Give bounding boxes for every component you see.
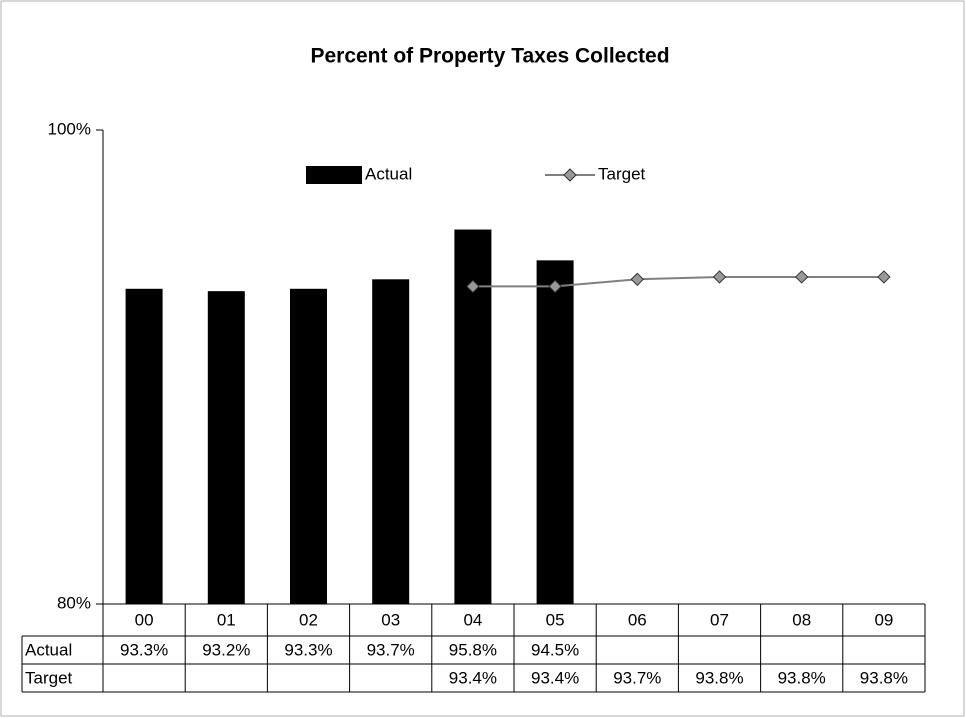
bar [207, 291, 245, 604]
x-tick-label: 09 [874, 610, 893, 629]
x-tick-label: 04 [463, 610, 482, 629]
table-value: 93.8% [778, 668, 826, 687]
table-value: 93.7% [367, 640, 415, 659]
x-tick-label: 05 [546, 610, 565, 629]
table-value: 95.8% [449, 640, 497, 659]
table-value: 93.4% [531, 668, 579, 687]
table-value: 93.3% [120, 640, 168, 659]
chart-title: Percent of Property Taxes Collected [310, 45, 669, 68]
bar [372, 279, 410, 604]
x-tick-label: 08 [792, 610, 811, 629]
x-tick-label: 00 [135, 610, 154, 629]
table-row-label: Target [25, 668, 73, 687]
legend-label: Actual [365, 164, 412, 183]
legend-swatch [563, 168, 577, 182]
line-marker [630, 272, 645, 287]
table-value: 93.2% [202, 640, 250, 659]
x-tick-label: 07 [710, 610, 729, 629]
table-value: 94.5% [531, 640, 579, 659]
line-marker [466, 279, 480, 294]
table-value: 93.8% [695, 668, 743, 687]
x-tick-label: 06 [628, 610, 647, 629]
line-marker [877, 270, 891, 284]
line [472, 275, 884, 288]
bar [290, 288, 327, 604]
table-value: 93.8% [860, 668, 908, 687]
legend-swatch [306, 166, 362, 184]
line-marker [794, 270, 809, 284]
x-tick-label: 01 [217, 610, 236, 629]
table-row-label: Actual [25, 640, 72, 659]
table-value: 93.3% [284, 640, 332, 659]
legend-label: Target [598, 164, 646, 183]
line-marker [712, 270, 727, 284]
x-tick-label: 03 [381, 610, 400, 629]
bar [125, 288, 163, 604]
bar [536, 260, 574, 604]
line-marker [548, 279, 562, 294]
table-value: 93.7% [613, 668, 661, 687]
y-tick-label: 100% [48, 119, 91, 138]
table-value: 93.4% [449, 668, 497, 687]
y-tick-label: 80% [57, 593, 91, 612]
x-tick-label: 02 [299, 610, 318, 629]
